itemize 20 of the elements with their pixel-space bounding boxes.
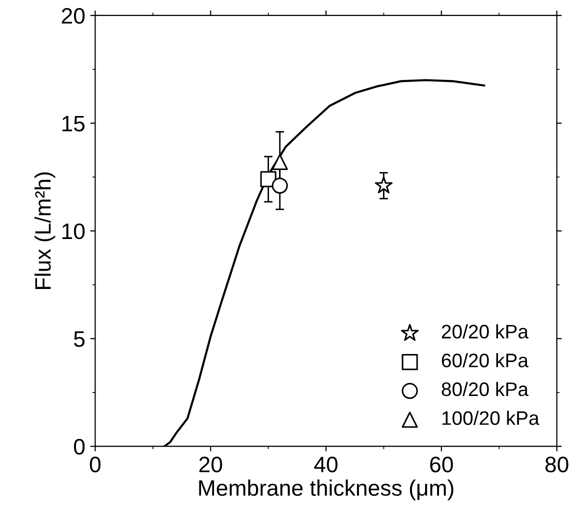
x-tick-label: 80 xyxy=(545,456,568,472)
point xyxy=(374,176,393,194)
y-tick-label: 10 xyxy=(62,223,85,240)
point xyxy=(272,154,288,170)
y-tick-label: 5 xyxy=(74,331,85,347)
x-tick-label: 20 xyxy=(199,456,222,472)
y-axis-title: Flux (L/m²h) xyxy=(34,172,56,289)
y-tick-label: 20 xyxy=(62,8,85,24)
x-tick-label: 40 xyxy=(314,456,338,472)
legend-label: 80/20 kPa xyxy=(442,382,528,396)
legend-label: 100/20 kPa xyxy=(442,410,540,425)
y-tick-label: 15 xyxy=(62,116,85,132)
y-tick-label: 0 xyxy=(74,438,85,455)
x-tick-label: 0 xyxy=(90,456,101,472)
x-axis-title: Membrane thickness (μm) xyxy=(199,480,454,500)
x-tick-label: 60 xyxy=(430,456,453,472)
point xyxy=(260,171,276,188)
point xyxy=(272,178,288,194)
legend-label: 60/20 kPa xyxy=(442,353,528,368)
legend-label: 20/20 kPa xyxy=(442,324,528,339)
